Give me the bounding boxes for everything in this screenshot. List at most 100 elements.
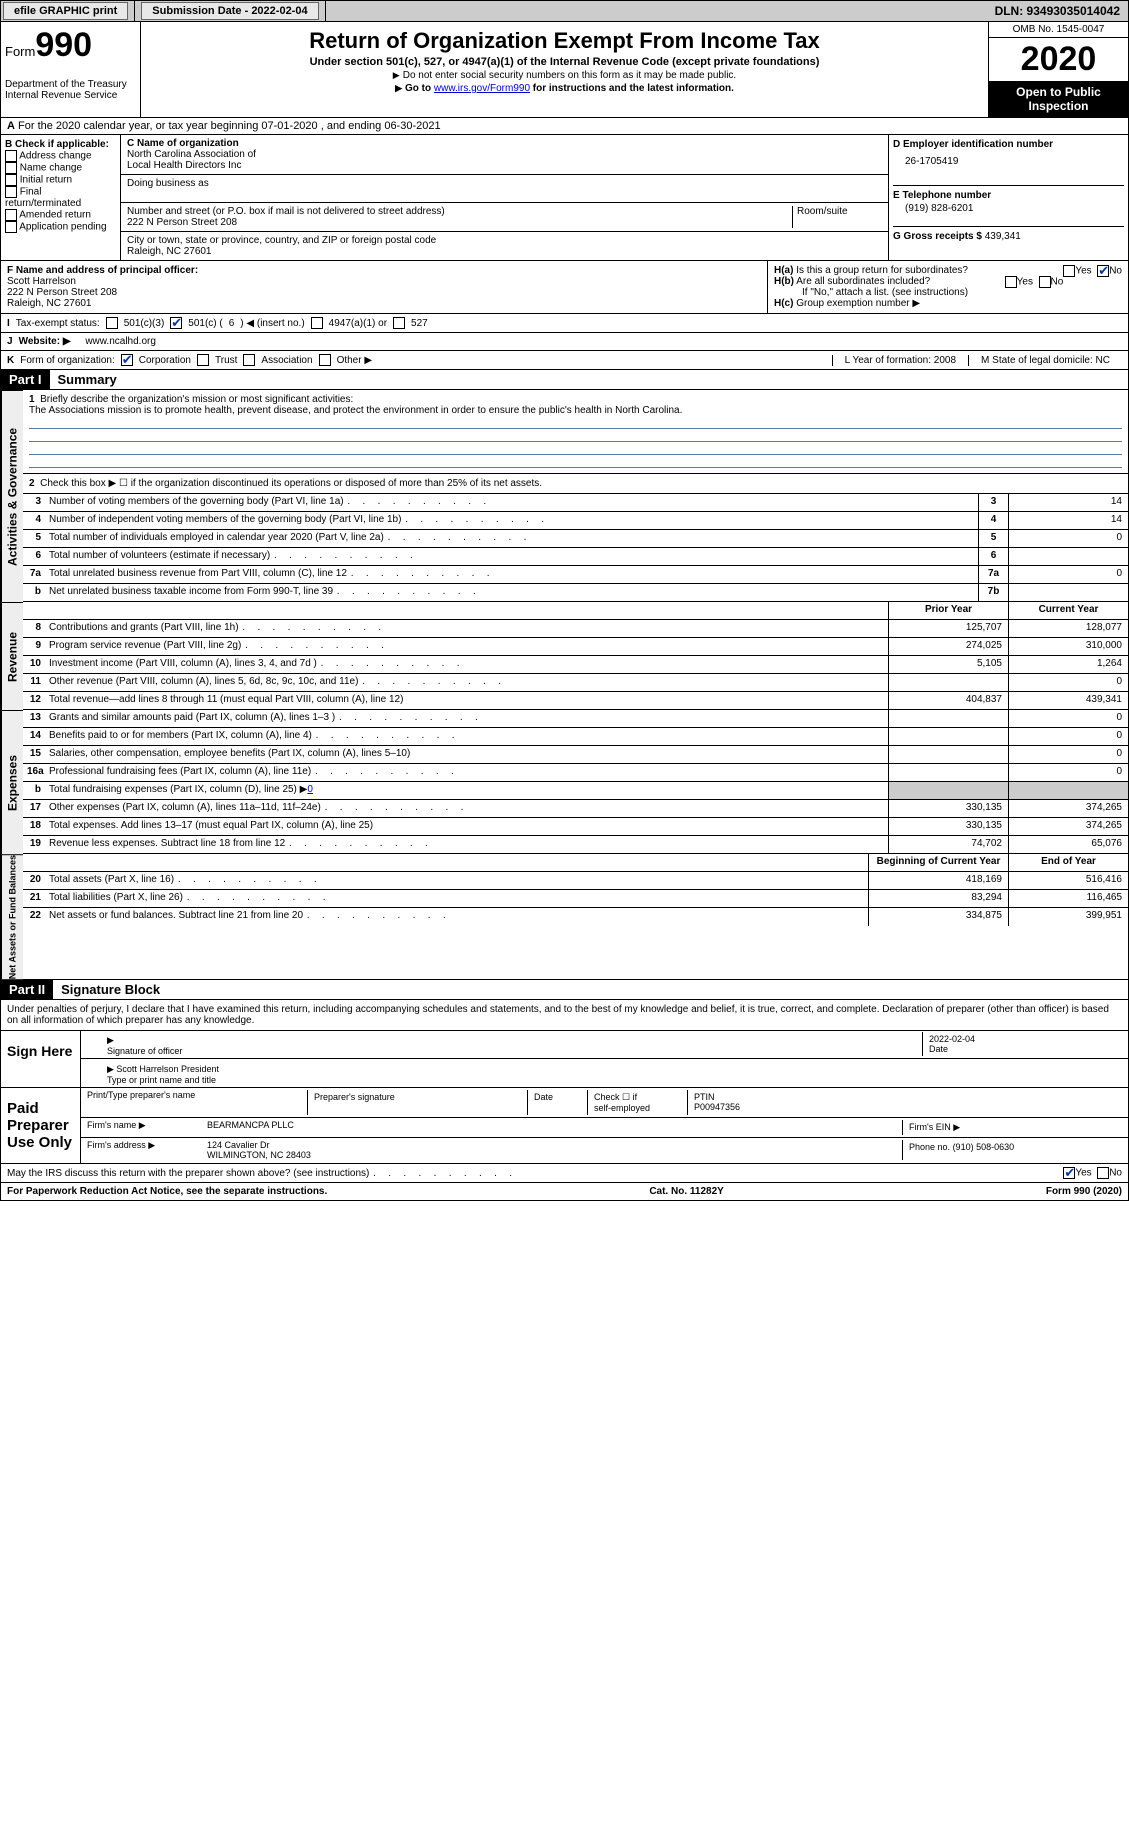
- exp-row-15: 15Salaries, other compensation, employee…: [23, 746, 1128, 764]
- cb-527[interactable]: [393, 317, 405, 329]
- cb-ha-yes[interactable]: [1063, 265, 1075, 277]
- org-name-2: Local Health Directors Inc: [127, 160, 882, 171]
- cb-trust[interactable]: [197, 354, 209, 366]
- section-revenue: Revenue Prior YearCurrent Year 8Contribu…: [0, 602, 1129, 710]
- website: www.ncalhd.org: [85, 336, 156, 347]
- net-header: Beginning of Current YearEnd of Year: [23, 854, 1128, 872]
- state-domicile: M State of legal domicile: NC: [968, 355, 1122, 366]
- exp-row-16a: 16aProfessional fundraising fees (Part I…: [23, 764, 1128, 782]
- cb-address-change[interactable]: [5, 150, 17, 162]
- rev-row-10: 10Investment income (Part VIII, column (…: [23, 656, 1128, 674]
- exp-row-17: 17Other expenses (Part IX, column (A), l…: [23, 800, 1128, 818]
- page-footer: For Paperwork Reduction Act Notice, see …: [0, 1183, 1129, 1201]
- cb-app-pending[interactable]: [5, 221, 17, 233]
- org-name-1: North Carolina Association of: [127, 149, 882, 160]
- section-expenses: Expenses 13Grants and similar amounts pa…: [0, 710, 1129, 854]
- cb-other[interactable]: [319, 354, 331, 366]
- submission-date-button[interactable]: Submission Date - 2022-02-04: [141, 2, 318, 20]
- col-c-org: C Name of organization North Carolina As…: [121, 135, 888, 260]
- line-j: JWebsite: ▶ www.ncalhd.org: [0, 333, 1129, 351]
- firm-phone: (910) 508-0630: [953, 1142, 1015, 1152]
- penalty-statement: Under penalties of perjury, I declare th…: [0, 1000, 1129, 1031]
- discuss-line: May the IRS discuss this return with the…: [0, 1164, 1129, 1183]
- cb-discuss-yes[interactable]: [1063, 1167, 1075, 1179]
- rev-header: Prior YearCurrent Year: [23, 602, 1128, 620]
- row-a-tax-year: A For the 2020 calendar year, or tax yea…: [0, 118, 1129, 135]
- exp-row-16b: bTotal fundraising expenses (Part IX, co…: [23, 782, 1128, 800]
- part-2-header: Part II Signature Block: [0, 980, 1129, 1000]
- fundraising-link[interactable]: 0: [307, 784, 313, 795]
- col-b-checkboxes: B Check if applicable: Address change Na…: [1, 135, 121, 260]
- gov-row-4: 4Number of independent voting members of…: [23, 512, 1128, 530]
- tax-year: 2020: [989, 38, 1128, 81]
- open-inspection: Open to PublicInspection: [989, 81, 1128, 117]
- cb-501c[interactable]: [170, 317, 182, 329]
- form-header: Form990 Department of the Treasury Inter…: [0, 22, 1129, 118]
- year-formation: L Year of formation: 2008: [832, 355, 968, 366]
- dln-label: DLN: 93493035014042: [995, 4, 1128, 18]
- net-row-20: 20Total assets (Part X, line 16)418,1695…: [23, 872, 1128, 890]
- cb-assoc[interactable]: [243, 354, 255, 366]
- cb-initial-return[interactable]: [5, 174, 17, 186]
- firm-name: BEARMANCPA PLLC: [207, 1120, 902, 1135]
- officer-name: Scott Harrelson: [7, 276, 761, 287]
- officer-city: Raleigh, NC 27601: [7, 298, 761, 309]
- col-de: D Employer identification number 26-1705…: [888, 135, 1128, 260]
- officer-addr: 222 N Person Street 208: [7, 287, 761, 298]
- efile-print-button[interactable]: efile GRAPHIC print: [3, 2, 128, 20]
- ptin: P00947356: [694, 1102, 740, 1112]
- cb-final-return[interactable]: [5, 186, 17, 198]
- firm-addr-2: WILMINGTON, NC 28403: [207, 1150, 902, 1160]
- part-1-header: Part I Summary: [0, 370, 1129, 390]
- form-number: Form990: [5, 26, 136, 65]
- net-row-22: 22Net assets or fund balances. Subtract …: [23, 908, 1128, 926]
- form-subtitle: Under section 501(c), 527, or 4947(a)(1)…: [149, 56, 980, 68]
- entity-block: B Check if applicable: Address change Na…: [0, 135, 1129, 261]
- net-row-21: 21Total liabilities (Part X, line 26)83,…: [23, 890, 1128, 908]
- rev-row-9: 9Program service revenue (Part VIII, lin…: [23, 638, 1128, 656]
- cb-name-change[interactable]: [5, 162, 17, 174]
- firm-addr-1: 124 Cavalier Dr: [207, 1140, 902, 1150]
- sign-date: 2022-02-04: [929, 1034, 975, 1044]
- section-net-assets: Net Assets or Fund Balances Beginning of…: [0, 854, 1129, 980]
- paid-preparer-block: Paid Preparer Use Only Print/Type prepar…: [0, 1088, 1129, 1164]
- rev-row-12: 12Total revenue—add lines 8 through 11 (…: [23, 692, 1128, 710]
- line-k: KForm of organization: Corporation Trust…: [0, 351, 1129, 370]
- efile-topbar: efile GRAPHIC print Submission Date - 20…: [0, 0, 1129, 22]
- org-city: Raleigh, NC 27601: [127, 246, 882, 257]
- cb-discuss-no[interactable]: [1097, 1167, 1109, 1179]
- cb-ha-no[interactable]: [1097, 265, 1109, 277]
- dept-treasury: Department of the Treasury: [5, 79, 136, 90]
- exp-row-13: 13Grants and similar amounts paid (Part …: [23, 710, 1128, 728]
- note-goto: Go to www.irs.gov/Form990 for instructio…: [149, 83, 980, 94]
- cb-hb-yes[interactable]: [1005, 276, 1017, 288]
- form990-link[interactable]: www.irs.gov/Form990: [434, 83, 530, 94]
- sign-here-block: Sign Here ▶Signature of officer 2022-02-…: [0, 1031, 1129, 1088]
- cb-4947[interactable]: [311, 317, 323, 329]
- ein: 26-1705419: [893, 150, 1124, 167]
- dept-irs: Internal Revenue Service: [5, 90, 136, 101]
- gov-row-5: 5Total number of individuals employed in…: [23, 530, 1128, 548]
- gov-row-6: 6Total number of volunteers (estimate if…: [23, 548, 1128, 566]
- gov-row-7a: 7aTotal unrelated business revenue from …: [23, 566, 1128, 584]
- phone: (919) 828-6201: [893, 201, 1124, 214]
- cb-amended[interactable]: [5, 209, 17, 221]
- rev-row-11: 11Other revenue (Part VIII, column (A), …: [23, 674, 1128, 692]
- gov-row-3: 3Number of voting members of the governi…: [23, 494, 1128, 512]
- section-governance: Activities & Governance 1 Briefly descri…: [0, 390, 1129, 602]
- note-ssn: Do not enter social security numbers on …: [149, 70, 980, 81]
- form-title: Return of Organization Exempt From Incom…: [149, 28, 980, 54]
- rev-row-8: 8Contributions and grants (Part VIII, li…: [23, 620, 1128, 638]
- cb-501c3[interactable]: [106, 317, 118, 329]
- mission-text: The Associations mission is to promote h…: [29, 405, 682, 416]
- exp-row-18: 18Total expenses. Add lines 13–17 (must …: [23, 818, 1128, 836]
- line-i: ITax-exempt status: 501(c)(3) 501(c) (6)…: [0, 314, 1129, 333]
- officer-sig-name: Scott Harrelson President: [116, 1064, 219, 1074]
- officer-block: F Name and address of principal officer:…: [0, 261, 1129, 314]
- gross-receipts: 439,341: [985, 231, 1021, 242]
- cb-corp[interactable]: [121, 354, 133, 366]
- cb-hb-no[interactable]: [1039, 276, 1051, 288]
- omb-number: OMB No. 1545-0047: [989, 22, 1128, 38]
- exp-row-19: 19Revenue less expenses. Subtract line 1…: [23, 836, 1128, 854]
- org-street: 222 N Person Street 208: [127, 217, 792, 228]
